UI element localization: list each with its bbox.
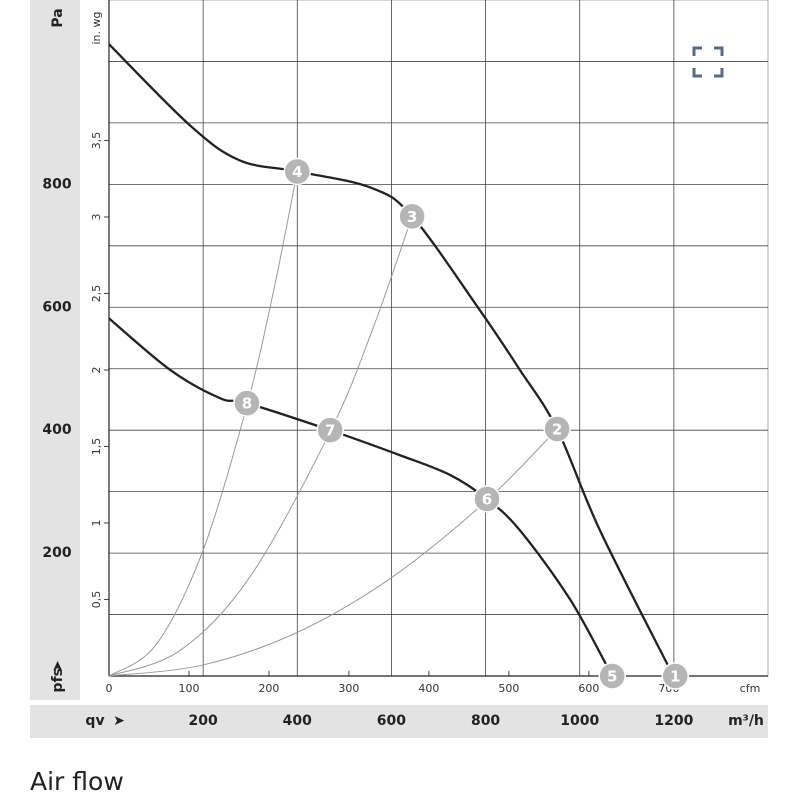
expand-icon [692,46,724,78]
point-label: 7 [325,422,335,440]
x-tick-label: 400 [283,713,312,729]
y-band [30,0,80,700]
plot-area [108,0,769,677]
point-label: 8 [242,395,252,413]
y-tick-label: 200 [42,545,71,561]
x2-tick-label: 300 [338,682,359,695]
operating-point [473,485,501,513]
fan-curve [108,43,675,677]
x2-tick-label: 0 [106,682,113,695]
x2-tick-label: 200 [258,682,279,695]
system-curve [108,428,558,677]
y-tick-label: 800 [42,176,71,192]
x2-tick-label: 600 [578,682,599,695]
operating-point [661,662,690,690]
operating-point [283,157,312,186]
y2-tick-label: 3,5 [90,132,103,150]
chart-title: Air flow [30,767,124,796]
y2-tick-label: 1 [90,519,103,526]
operating-point [598,662,626,690]
x-arrow: ➤ [113,713,125,729]
x2-label: cfm [740,682,761,695]
system-curve [108,171,298,677]
x-label: m³/h [728,713,764,729]
y2-tick-label: 0,5 [90,591,103,609]
operating-point [316,416,344,444]
system-curve [108,216,413,677]
x-tick-label: 600 [377,713,406,729]
x2-tick-label: 500 [498,682,519,695]
fan-curve [108,317,614,677]
x-tick-label: 800 [471,713,500,729]
y-symbol: pfs [50,668,66,692]
x-tick-label: 1000 [560,713,599,729]
y2-label: in. wg [90,12,103,45]
x2-tick-label: 400 [418,682,439,695]
operating-point [398,202,426,231]
x2-tick-label: 100 [178,682,199,695]
x-symbol: qv [85,713,104,729]
y2-tick-label: 1,5 [90,438,103,456]
y-tick-label: 400 [42,422,71,438]
x-tick-label: 200 [189,713,218,729]
point-label: 6 [482,491,492,509]
x-band [30,705,768,738]
point-label: 2 [552,420,562,438]
point-label: 4 [292,163,302,181]
y-label: Pa [50,8,66,27]
y-tick-label: 600 [42,299,71,315]
point-label: 3 [407,208,417,226]
point-label: 1 [670,668,680,686]
y2-tick-label: 2,5 [90,285,103,303]
operating-point [233,389,261,417]
y2-tick-label: 3 [90,213,103,220]
x-tick-label: 1200 [654,713,693,729]
y2-tick-label: 2 [90,366,103,373]
operating-point [543,415,571,443]
point-label: 5 [607,668,617,686]
y-arrow: ➤ [50,660,66,672]
